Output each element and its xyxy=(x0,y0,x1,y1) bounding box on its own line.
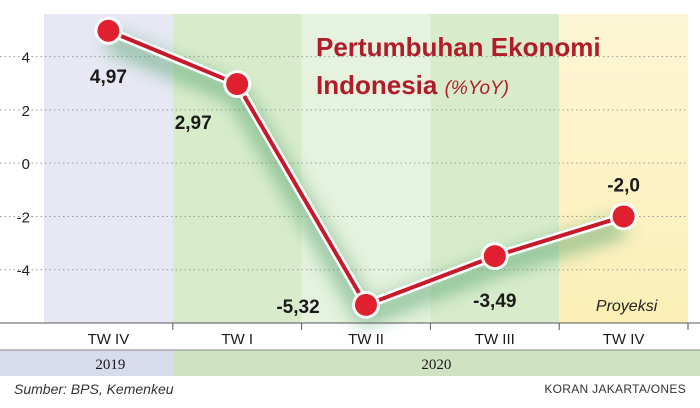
data-point xyxy=(355,293,377,316)
year-label: 2019 xyxy=(95,357,125,373)
year-label: 2020 xyxy=(421,357,451,373)
y-tick-label: -2 xyxy=(17,209,30,226)
background-band-2 xyxy=(301,14,431,323)
background-band-4 xyxy=(559,14,688,323)
data-point xyxy=(612,205,635,228)
data-label: -5,32 xyxy=(276,297,319,318)
year-band xyxy=(172,350,700,376)
chart-title-line1: Pertumbuhan Ekonomi xyxy=(316,32,601,62)
data-point xyxy=(226,73,249,96)
data-point xyxy=(483,245,506,268)
chart-title-line2: Indonesia (%YoY) xyxy=(316,70,509,104)
data-label: 4,97 xyxy=(90,67,127,88)
data-label: 2,97 xyxy=(175,113,212,134)
year-band xyxy=(0,350,173,376)
data-label: -2,0 xyxy=(607,175,640,196)
x-tick-label: TW III xyxy=(475,331,515,348)
y-tick-label: 4 xyxy=(22,50,30,67)
credit: KORAN JAKARTA/ONES xyxy=(544,382,686,396)
y-tick-label: -4 xyxy=(17,263,30,280)
background-band-highlight xyxy=(301,14,431,323)
y-tick-label: 0 xyxy=(22,156,30,173)
source-note: Sumber: BPS, Kemenkeu xyxy=(14,381,174,397)
x-tick-label: TW I xyxy=(221,331,253,348)
projection-annotation: Proyeksi xyxy=(596,298,658,315)
x-tick-label: TW IV xyxy=(603,331,645,348)
chart-title-country: Indonesia xyxy=(316,70,438,100)
x-tick-label: TW II xyxy=(348,331,384,348)
x-tick-label: TW IV xyxy=(88,331,130,348)
data-label: -3,49 xyxy=(473,291,516,312)
chart-unit: (%YoY) xyxy=(444,78,510,99)
data-point xyxy=(97,19,120,42)
y-tick-label: 2 xyxy=(22,103,30,120)
